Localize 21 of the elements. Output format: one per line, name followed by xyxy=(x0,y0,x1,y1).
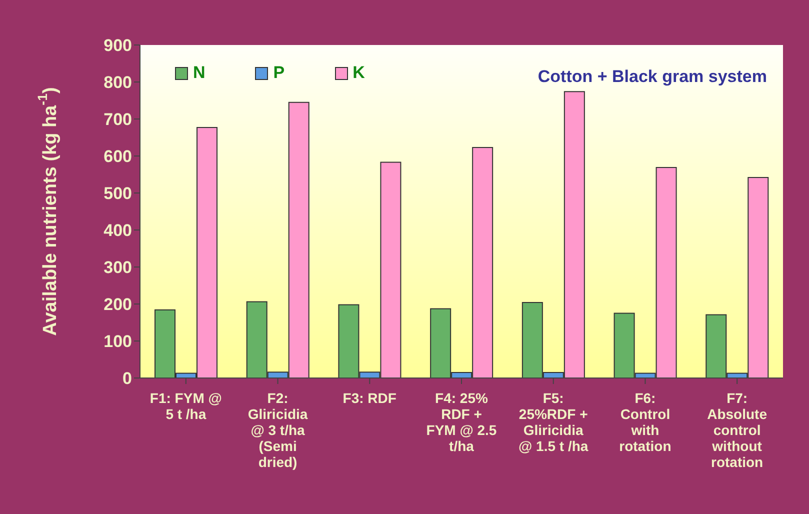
y-tick-label: 700 xyxy=(104,110,132,130)
legend-label: K xyxy=(352,63,365,83)
x-tick-label: F3: RDF xyxy=(342,390,398,406)
y-tick-label: 500 xyxy=(104,184,132,204)
annotation: Cotton + Black gram system xyxy=(538,67,767,87)
x-tick-label: F7: Absolute control without rotation xyxy=(706,390,768,470)
y-tick-label: 100 xyxy=(104,332,132,352)
y-tick-label: 300 xyxy=(104,258,132,278)
y-tick-label: 400 xyxy=(104,221,132,240)
y-tick-label: 200 xyxy=(104,295,132,314)
y-tick-label: 600 xyxy=(104,147,132,166)
x-tick-label: F4: 25% RDF + FYM @ 2.5 t/ha xyxy=(425,390,498,454)
x-tick-label: F2: Gliricidia @ 3 t/ha (Semi dried) xyxy=(246,390,309,470)
y-tick-label: 900 xyxy=(104,36,132,56)
y-tick-label: 800 xyxy=(104,73,132,92)
legend-label: N xyxy=(193,63,206,83)
legend-label: P xyxy=(273,63,285,83)
y-tick-label: 0 xyxy=(122,369,132,388)
x-tick-label: F5: 25%RDF + Gliricidia @ 1.5 t /ha xyxy=(518,390,590,454)
x-tick-label: F1: FYM @ 5 t /ha xyxy=(148,390,223,422)
x-tick-label: F6: Control with rotation xyxy=(618,390,672,454)
